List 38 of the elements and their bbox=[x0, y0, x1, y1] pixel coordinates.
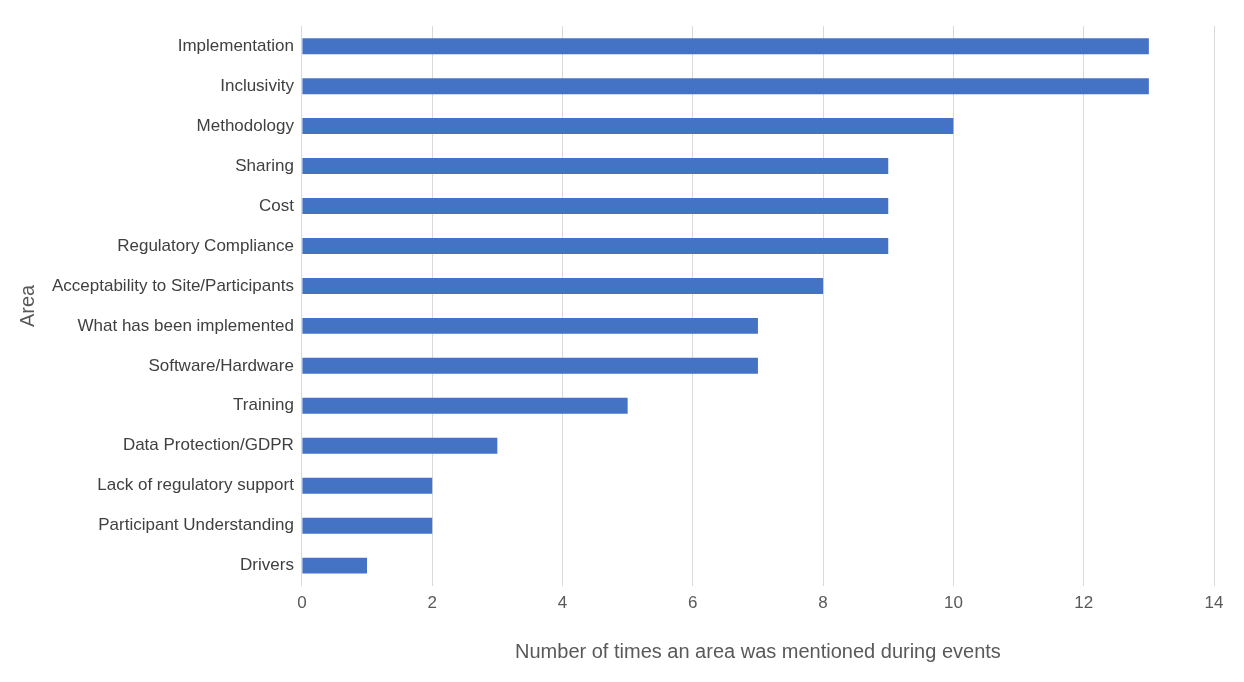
y-tick-label: Implementation bbox=[177, 35, 294, 55]
x-tick-label: 12 bbox=[1074, 593, 1094, 613]
bar bbox=[302, 118, 954, 135]
y-tick-label: Data Protection/GDPR bbox=[122, 435, 294, 455]
bar bbox=[302, 237, 889, 254]
y-tick-label: Lack of regulatory support bbox=[97, 475, 295, 495]
x-tick-label: 4 bbox=[557, 593, 568, 613]
y-axis-title: Area bbox=[15, 283, 38, 328]
y-tick-label: Drivers bbox=[240, 555, 294, 575]
y-tick-label: Software/Hardware bbox=[148, 355, 294, 375]
bar bbox=[302, 397, 628, 414]
bar bbox=[302, 277, 824, 294]
bar bbox=[302, 477, 433, 494]
bar bbox=[302, 517, 433, 534]
x-tick-label: 8 bbox=[818, 593, 828, 613]
bar bbox=[302, 158, 889, 175]
bar bbox=[302, 437, 498, 454]
bar bbox=[302, 198, 889, 214]
bar bbox=[302, 317, 758, 334]
y-tick-label: Sharing bbox=[235, 155, 294, 175]
y-tick-label: What has been implemented bbox=[77, 315, 294, 335]
bar bbox=[302, 38, 1149, 55]
x-axis-title: Number of times an area was mentioned during events bbox=[515, 639, 1001, 662]
bar bbox=[302, 357, 758, 374]
bar bbox=[302, 78, 1149, 95]
y-tick-label: Acceptability to Site/Participants bbox=[51, 275, 294, 295]
x-tick-label: 2 bbox=[427, 593, 437, 613]
y-tick-label: Regulatory Compliance bbox=[117, 235, 294, 255]
x-tick-label: 6 bbox=[688, 593, 698, 613]
x-tick-label: 10 bbox=[943, 593, 963, 613]
x-tick-label: 14 bbox=[1204, 593, 1224, 613]
x-tick-label: 0 bbox=[297, 593, 307, 613]
y-tick-label: Inclusivity bbox=[220, 75, 295, 95]
y-tick-label: Training bbox=[233, 395, 294, 415]
y-tick-label: Cost bbox=[258, 195, 295, 215]
y-tick-label: Methodology bbox=[196, 115, 295, 135]
bar bbox=[302, 557, 368, 574]
y-tick-label: Participant Understanding bbox=[98, 515, 294, 535]
